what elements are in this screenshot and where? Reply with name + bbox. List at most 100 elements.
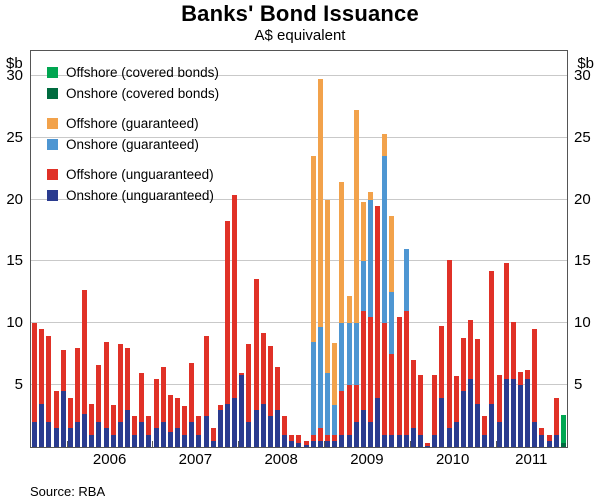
- bar-segment: [217, 404, 223, 410]
- bar-segment: [496, 422, 502, 447]
- bar-segment: [425, 443, 431, 446]
- bar-segment: [275, 409, 281, 447]
- bar-segment: [82, 289, 88, 414]
- y-tick-label-left: 30: [6, 66, 23, 84]
- bar-segment: [439, 325, 445, 398]
- bar-segment: [146, 416, 152, 435]
- y-tick-label-right: 30: [574, 66, 591, 84]
- bar-segment: [396, 317, 402, 435]
- bar-segment: [296, 434, 302, 444]
- bar-segment: [246, 422, 252, 447]
- gridline: [31, 136, 567, 138]
- bar-segment: [353, 110, 359, 324]
- bar-segment: [346, 323, 352, 386]
- bar-segment: [332, 404, 338, 435]
- y-tick-label-right: 15: [574, 252, 591, 270]
- x-year-label: 2006: [92, 451, 127, 468]
- legend-swatch-icon: [47, 67, 58, 78]
- bar-segment: [289, 434, 295, 441]
- bar-segment: [282, 434, 288, 447]
- bar-segment: [353, 422, 359, 447]
- bar-segment: [339, 391, 345, 435]
- bar-segment: [446, 428, 452, 447]
- bar-segment: [432, 434, 438, 447]
- legend-swatch-icon: [47, 190, 58, 201]
- y-tick-label-left: 10: [6, 314, 23, 332]
- x-year-label: 2011: [515, 451, 548, 468]
- bar-segment: [410, 428, 416, 447]
- legend-label: Offshore (guaranteed): [66, 116, 199, 131]
- legend: Offshore (covered bonds) Onshore (covered…: [47, 62, 219, 206]
- bar-segment: [46, 335, 52, 423]
- bar-segment: [67, 428, 73, 447]
- bar-segment: [153, 428, 159, 447]
- bar-segment: [367, 199, 373, 318]
- bar-segment: [246, 344, 252, 423]
- bar-segment: [432, 375, 438, 435]
- legend-swatch-icon: [47, 118, 58, 129]
- bar-segment: [89, 403, 95, 435]
- bar-segment: [525, 370, 531, 379]
- bar-segment: [510, 378, 516, 447]
- bar-segment: [532, 329, 538, 423]
- bar-segment: [560, 414, 566, 444]
- bar-segment: [167, 395, 173, 433]
- legend-item: Onshore (covered bonds): [47, 83, 219, 104]
- gridline: [31, 384, 567, 386]
- bar-segment: [139, 422, 145, 447]
- bar-segment: [82, 413, 88, 447]
- x-year-label: 2009: [350, 451, 384, 468]
- bar-segment: [253, 409, 259, 447]
- bar-segment: [74, 422, 80, 447]
- bar-segment: [332, 434, 338, 441]
- bar-segment: [332, 343, 338, 405]
- y-tick-label-left: 25: [6, 128, 23, 146]
- bar-segment: [60, 350, 66, 392]
- gridline: [31, 322, 567, 324]
- bar-segment: [232, 194, 238, 398]
- bar-segment: [410, 360, 416, 429]
- bar-segment: [310, 434, 316, 441]
- chart-subtitle: A$ equivalent: [254, 27, 346, 44]
- bar-segment: [339, 182, 345, 324]
- x-axis-tick: [238, 441, 240, 447]
- bar-segment: [360, 261, 366, 311]
- bar-segment: [496, 375, 502, 423]
- bar-segment: [175, 428, 180, 447]
- bar-segment: [217, 409, 223, 447]
- bar-segment: [482, 434, 488, 447]
- bar-segment: [367, 192, 373, 200]
- bar-segment: [182, 434, 188, 447]
- gridline: [31, 198, 567, 200]
- chart-title: Banks' Bond Issuance: [181, 1, 419, 26]
- bar-segment: [417, 375, 423, 435]
- bar-segment: [189, 362, 195, 423]
- bar-segment: [546, 434, 552, 441]
- y-tick-label-right: 20: [574, 190, 591, 208]
- bar-segment: [310, 156, 316, 342]
- bar-segment: [103, 428, 109, 447]
- bar-segment: [382, 323, 388, 435]
- bar-segment: [60, 391, 66, 447]
- bar-segment: [482, 416, 488, 435]
- bar-segment: [203, 416, 209, 447]
- bar-segment: [253, 278, 259, 410]
- bar-segment: [239, 372, 245, 376]
- legend-label: Onshore (guaranteed): [66, 137, 199, 152]
- x-year-label: 2010: [435, 451, 470, 468]
- bar-segment: [310, 341, 316, 435]
- bar-segment: [325, 440, 331, 447]
- bar-segment: [196, 434, 202, 447]
- bar-segment: [539, 428, 545, 435]
- bar-segment: [525, 378, 531, 447]
- bar-segment: [339, 434, 345, 447]
- bar-segment: [518, 385, 524, 447]
- legend-item: Onshore (guaranteed): [47, 134, 219, 155]
- bar-segment: [475, 403, 481, 447]
- legend-label: Onshore (unguaranteed): [66, 188, 214, 203]
- x-year-label: 2008: [264, 451, 298, 468]
- bar-segment: [103, 341, 109, 429]
- legend-item: Offshore (unguaranteed): [47, 164, 219, 185]
- bar-segment: [417, 434, 423, 447]
